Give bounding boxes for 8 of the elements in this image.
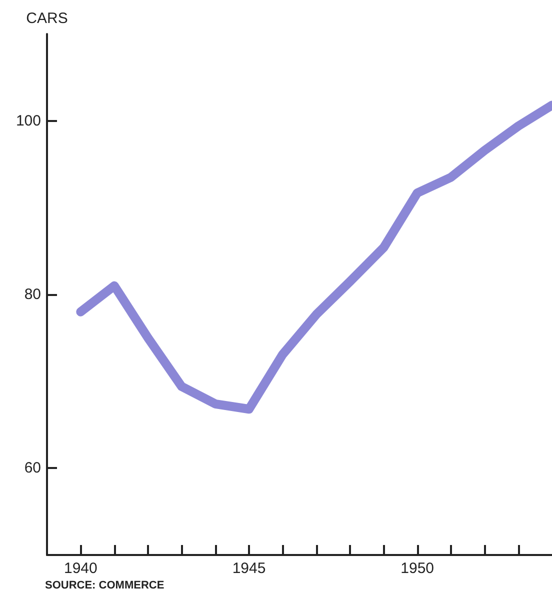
x-tick-label: 1940 xyxy=(64,560,98,577)
y-tick-label: 100 xyxy=(16,112,41,130)
x-tick-label: 1945 xyxy=(232,560,266,577)
x-tick-label: 1950 xyxy=(400,560,434,577)
y-axis-title: CARS xyxy=(26,10,68,27)
y-tick-label: 80 xyxy=(24,286,41,303)
source-note: SOURCE: COMMERCE xyxy=(45,580,164,592)
y-tick-label: 60 xyxy=(24,460,41,477)
